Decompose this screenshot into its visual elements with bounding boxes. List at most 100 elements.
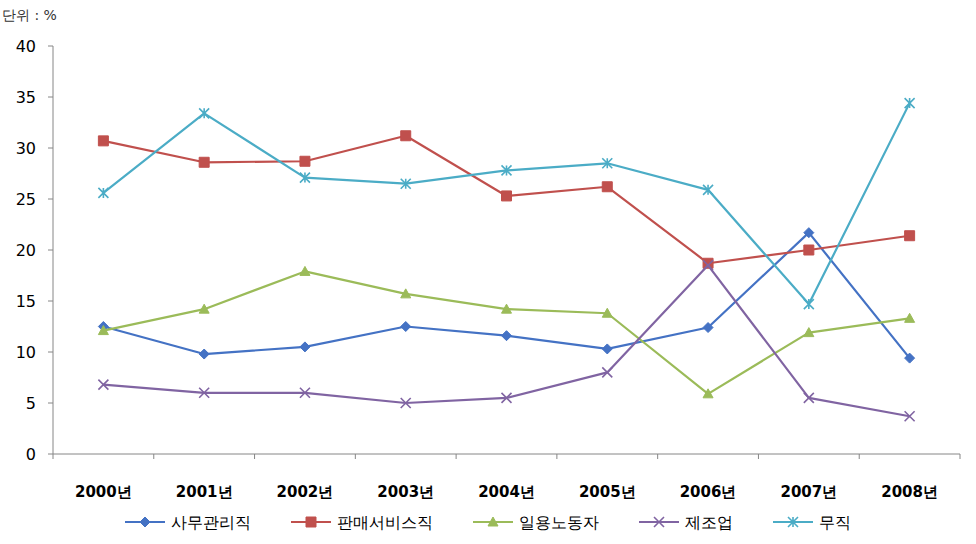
legend-item: 제조업 [639,513,733,532]
y-tick [48,403,53,404]
x-tick [859,454,860,459]
point-marker [401,289,411,298]
legend: 사무관리직 판매서비스직 일용노동자 제조업 무직 [125,513,851,532]
point-marker [804,245,814,255]
y-tick [48,46,53,47]
series-line [103,265,909,416]
point-marker [300,388,310,398]
y-tick [48,97,53,98]
y-tick-label: 20 [16,241,36,260]
y-tick [48,301,53,302]
x-tick-label: 2000년 [75,483,132,501]
x-tick-label: 2003년 [377,483,434,501]
point-marker [300,342,310,352]
point-marker [703,185,713,195]
series-line [103,136,909,264]
legend-marker [788,517,798,527]
x-tick-label: 2001년 [176,483,233,501]
y-tick-label: 15 [16,292,36,311]
y-tick [48,250,53,251]
point-marker [905,313,915,322]
x-tick [556,454,557,459]
chart: 단위 : % 0 5 10 15 20 25 30 35 40 2000년 2001년 2002년 200… [0,0,976,544]
y-tick-label: 40 [16,37,36,56]
x-tick [758,454,759,459]
y-tick-label: 10 [16,343,36,362]
point-marker [401,398,411,408]
point-marker [602,344,612,354]
y-tick [48,454,53,455]
series-line [103,103,909,304]
point-marker [703,389,713,398]
x-tick-label: 2005년 [579,483,636,501]
legend-label: 제조업 [685,513,733,532]
point-marker [804,299,814,309]
y-tick [48,352,53,353]
x-tick-label: 2004년 [478,483,535,501]
point-marker [502,304,512,313]
series-line [103,271,909,393]
point-marker [703,323,713,333]
x-tick [960,454,961,459]
series-line [103,233,909,358]
point-marker [401,131,411,141]
legend-label: 무직 [819,513,851,532]
legend-item: 판매서비스직 [291,513,433,532]
y-tick-label: 35 [16,88,36,107]
point-marker [602,308,612,317]
y-tick [48,148,53,149]
plot-area [98,98,914,421]
legend-marker [140,517,150,527]
y-tick-label: 25 [16,190,36,209]
y-tick-label: 0 [26,445,36,464]
point-marker [804,393,814,403]
y-tick-label: 30 [16,139,36,158]
point-marker [502,393,512,403]
x-tick-label: 2008년 [881,483,938,501]
legend-item: 사무관리직 [125,513,251,532]
y-tick-label: 5 [26,394,36,413]
unit-label: 단위 : % [2,7,57,23]
x-tick [254,454,255,459]
point-marker [602,367,612,377]
legend-marker [306,517,316,527]
y-tick [48,199,53,200]
x-tick-label: 2006년 [680,483,737,501]
point-marker [502,191,512,201]
legend-label: 판매서비스직 [337,513,433,532]
point-marker [98,136,108,146]
point-marker [804,228,814,238]
point-marker [98,188,108,198]
point-marker [199,304,209,313]
legend-item: 무직 [773,513,851,532]
x-axis [53,454,960,455]
point-marker [300,266,310,275]
point-marker [602,158,612,168]
point-marker [300,173,310,183]
point-marker [199,108,209,118]
point-marker [199,388,209,398]
x-tick [456,454,457,459]
legend-label: 사무관리직 [171,513,251,532]
point-marker [502,165,512,175]
point-marker [905,411,915,421]
point-marker [502,331,512,341]
point-marker [804,328,814,337]
x-tick [53,454,54,459]
x-tick [153,454,154,459]
x-tick [355,454,356,459]
legend-marker [488,517,498,526]
legend-item: 일용노동자 [473,513,599,532]
point-marker [300,156,310,166]
point-marker [401,322,411,332]
point-marker [98,326,108,335]
point-marker [905,98,915,108]
point-marker [199,349,209,359]
point-marker [703,260,713,270]
point-marker [98,380,108,390]
point-marker [602,182,612,192]
x-tick-label: 2002년 [277,483,334,501]
point-marker [199,157,209,167]
legend-marker [654,517,664,527]
point-marker [401,179,411,189]
